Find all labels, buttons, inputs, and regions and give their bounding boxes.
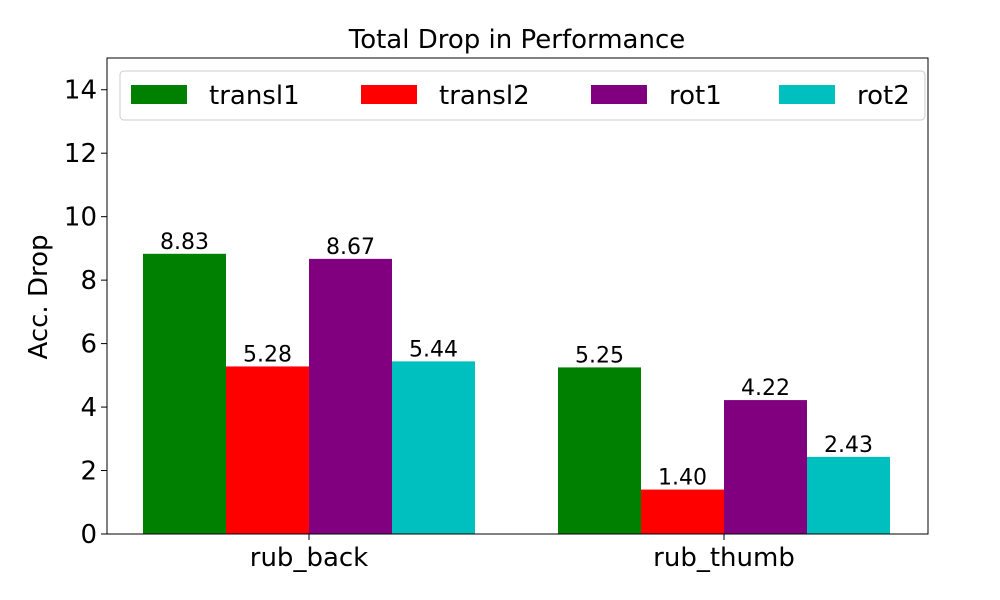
data-labels-layer: 8.83 5.25 5.28 1.40 8.67 4.22 5.44 2.43 <box>160 230 873 491</box>
legend: transl1 transl2 rot1 rot2 <box>119 70 926 121</box>
x-tick-label-rub_back: rub_back <box>250 543 368 573</box>
legend-label-transl1: transl1 <box>209 81 300 111</box>
plot-frame <box>106 57 929 535</box>
legend-swatch-transl1 <box>131 85 187 104</box>
bar-transl1-rub_thumb <box>558 367 641 534</box>
legend-swatch-rot1 <box>591 85 647 104</box>
y-axis-label: Acc. Drop <box>24 235 54 360</box>
bar-transl1-rub_back <box>143 253 226 534</box>
bars-layer <box>143 253 890 534</box>
bar-rot2-rub_back <box>392 361 475 534</box>
y-tick-label: 8 <box>80 266 97 296</box>
bar-transl2-rub_back <box>226 366 309 534</box>
bar-rot2-rub_thumb <box>807 456 890 534</box>
data-label-transl1-rub_thumb: 5.25 <box>575 343 624 368</box>
x-tick-label-rub_thumb: rub_thumb <box>653 543 795 573</box>
axes-layer: 0 2 4 6 8 10 12 14 rub_back rub_thumb <box>64 57 929 573</box>
data-label-rot2-rub_back: 5.44 <box>409 337 458 362</box>
legend-swatch-rot2 <box>779 85 835 104</box>
y-tick-label: 12 <box>64 139 97 169</box>
legend-box <box>119 70 926 121</box>
y-tick-label: 6 <box>80 330 97 360</box>
legend-label-rot1: rot1 <box>669 81 722 111</box>
data-label-transl2-rub_thumb: 1.40 <box>658 466 707 491</box>
legend-label-transl2: transl2 <box>439 81 530 111</box>
legend-label-rot2: rot2 <box>857 81 910 111</box>
bar-rot1-rub_back <box>309 258 392 534</box>
y-tick-label: 14 <box>64 76 97 106</box>
y-tick-label: 0 <box>80 520 97 550</box>
data-label-rot2-rub_thumb: 2.43 <box>824 433 873 458</box>
y-tick-label: 10 <box>64 203 97 233</box>
y-tick-label: 2 <box>80 457 97 487</box>
y-tick-label: 4 <box>80 393 97 423</box>
data-label-rot1-rub_back: 8.67 <box>326 235 375 260</box>
chart-title: Total Drop in Performance <box>348 25 686 55</box>
legend-swatch-transl2 <box>361 85 417 104</box>
data-label-transl1-rub_back: 8.83 <box>160 230 209 255</box>
data-label-transl2-rub_back: 5.28 <box>243 342 292 367</box>
bar-rot1-rub_thumb <box>724 400 807 534</box>
bar-transl2-rub_thumb <box>641 489 724 534</box>
data-label-rot1-rub_thumb: 4.22 <box>741 376 790 401</box>
